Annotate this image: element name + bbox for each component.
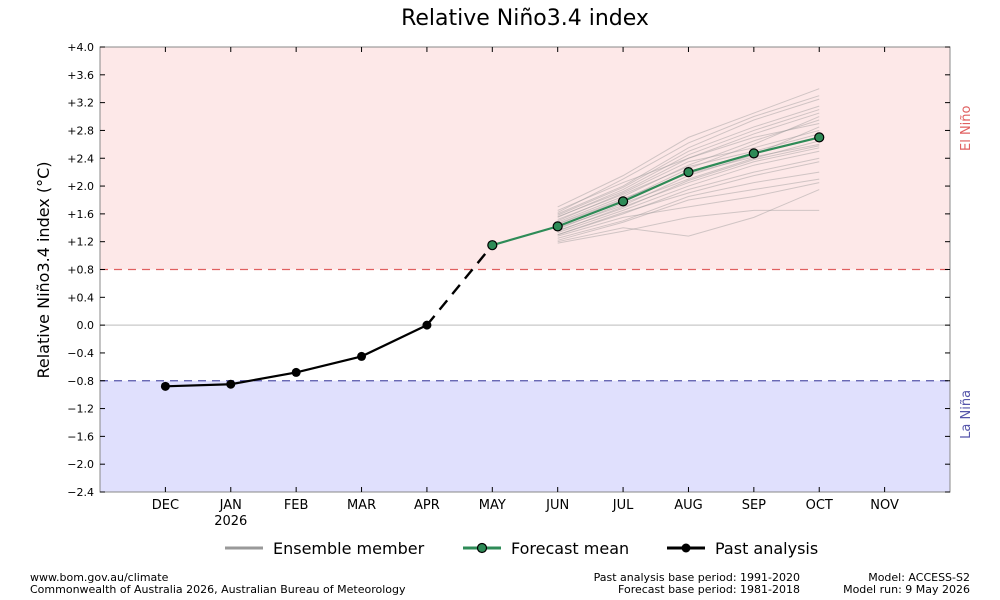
- x-tick-label: APR: [414, 498, 440, 513]
- footer-copyright: Commonwealth of Australia 2026, Australi…: [30, 583, 406, 596]
- ensemble-member-line: [557, 95, 820, 213]
- forecast-mean-point: [748, 148, 759, 159]
- y-tick-label: +1.2: [67, 236, 94, 249]
- x-tick-label: SEP: [742, 498, 766, 513]
- past-analysis-point: [291, 367, 301, 377]
- el-nino-band: [100, 47, 950, 270]
- legend-item-past: Past analysis: [667, 536, 818, 560]
- y-tick-label: +1.6: [67, 208, 94, 221]
- forecast-mean-point: [617, 196, 629, 207]
- ensemble-member-line: [557, 150, 820, 234]
- footer-forecast-base: Forecast base period: 1981-2018: [618, 583, 800, 596]
- ensemble-member-line: [557, 140, 820, 230]
- past-analysis-point: [357, 351, 367, 361]
- x-tick-label: OCT: [806, 498, 833, 513]
- past-line-icon: [667, 543, 705, 553]
- footer-url: www.bom.gov.au/climate: [30, 571, 169, 584]
- legend-label-forecast: Forecast mean: [511, 538, 630, 558]
- footer-right: Model: ACCESS-S2 Model run: 9 May 2026: [843, 572, 970, 596]
- footer-past-base: Past analysis base period: 1991-2020: [593, 571, 800, 584]
- la-nina-band: [100, 380, 950, 492]
- legend-label-ensemble: Ensemble member: [273, 538, 425, 558]
- ensemble-member-line: [557, 109, 820, 218]
- ensemble-member-line: [557, 178, 820, 241]
- ensemble-member-line: [557, 209, 820, 244]
- y-tick-label: −1.2: [67, 403, 94, 416]
- y-tick-label: −1.6: [67, 430, 94, 443]
- ensemble-line-icon: [225, 546, 263, 550]
- forecast-mean-point: [487, 240, 498, 251]
- el-nino-label: El Niño: [959, 105, 974, 151]
- x-tick-label: MAR: [347, 498, 376, 513]
- ensemble-member-line: [557, 161, 820, 236]
- la-nina-label: La Niña: [959, 390, 974, 439]
- ensemble-member-line: [557, 171, 820, 239]
- y-tick-label: +0.8: [67, 264, 94, 277]
- past-analysis-point: [160, 381, 170, 391]
- x-tick-label: AUG: [674, 498, 702, 513]
- y-tick-label: +0.4: [67, 291, 94, 304]
- x-tick-label: DEC: [152, 498, 179, 513]
- x-tick-year-label: 2026: [214, 514, 247, 529]
- x-tick-label: NOV: [870, 498, 899, 513]
- x-tick-label: JAN: [219, 498, 242, 513]
- transition-dashed-line: [425, 244, 494, 326]
- ensemble-member-line: [557, 88, 820, 208]
- ensemble-member-line: [557, 119, 820, 223]
- forecast-mean-point: [814, 132, 825, 143]
- y-tick-label: +2.4: [67, 152, 94, 165]
- nino34-chart: Relative Niño3.4 index Relative Niño3.4 …: [34, 6, 974, 529]
- ensemble-member-line: [557, 129, 820, 222]
- x-tick-label: JUN: [545, 498, 569, 513]
- ensemble-member-line: [557, 98, 820, 215]
- legend-item-forecast: Forecast mean: [463, 536, 629, 560]
- y-tick-label: +3.2: [67, 97, 94, 110]
- ensemble-member-line: [557, 145, 820, 232]
- legend: Ensemble member Forecast mean Past analy…: [0, 536, 1000, 560]
- footer-left: www.bom.gov.au/climate Commonwealth of A…: [30, 572, 405, 596]
- y-tick-label: +3.6: [67, 69, 94, 82]
- ensemble-member-line: [557, 122, 820, 211]
- forecast-mean-point: [683, 167, 694, 178]
- y-tick-label: −0.4: [67, 347, 94, 360]
- x-tick-label: FEB: [284, 498, 309, 513]
- ensemble-member-line: [557, 105, 820, 216]
- x-tick-label: JUL: [612, 498, 634, 513]
- y-tick-label: +2.0: [67, 180, 94, 193]
- y-tick-label: +2.8: [67, 124, 94, 137]
- forecast-line-icon: [463, 542, 501, 554]
- past-analysis-line: [165, 324, 428, 388]
- legend-item-ensemble: Ensemble member: [225, 536, 424, 560]
- footer-middle: Past analysis base period: 1991-2020 For…: [594, 572, 800, 596]
- ensemble-member-line: [557, 157, 820, 236]
- x-tick-label: MAY: [479, 498, 506, 513]
- footer-model-run: Model run: 9 May 2026: [843, 583, 970, 596]
- forecast-mean-point: [552, 221, 563, 232]
- y-tick-label: +4.0: [67, 41, 94, 54]
- y-tick-label: −2.4: [67, 486, 94, 499]
- past-analysis-point: [226, 379, 236, 389]
- chart-title: Relative Niño3.4 index: [401, 6, 649, 31]
- ensemble-member-line: [557, 112, 820, 218]
- ensemble-member-line: [557, 189, 820, 243]
- y-axis-label: Relative Niño3.4 index (°C): [34, 162, 53, 379]
- forecast-mean-line: [492, 136, 820, 247]
- footer-model: Model: ACCESS-S2: [868, 571, 970, 584]
- ensemble-member-line: [557, 133, 820, 220]
- past-analysis-point: [422, 320, 432, 330]
- y-tick-label: −0.8: [67, 375, 94, 388]
- y-tick-label: −2.0: [67, 458, 94, 471]
- plot-area: +4.0 +3.6 +3.2 +2.8 +2.4 +2.0 +1.6 +1.2 +0.8 +0.4…: [67, 41, 951, 529]
- legend-label-past: Past analysis: [715, 538, 819, 558]
- y-tick-label: 0.0: [77, 319, 95, 332]
- ensemble-member-line: [557, 182, 820, 237]
- ensemble-member-line: [557, 147, 820, 232]
